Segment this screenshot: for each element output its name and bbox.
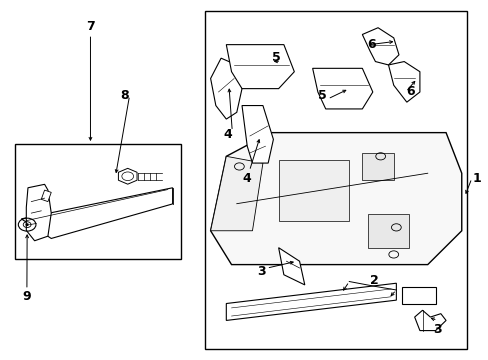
Polygon shape: [210, 156, 263, 231]
Text: 6: 6: [366, 39, 375, 51]
Polygon shape: [362, 28, 398, 65]
Polygon shape: [278, 248, 304, 285]
Polygon shape: [362, 153, 393, 180]
Polygon shape: [414, 310, 445, 330]
Text: 3: 3: [432, 323, 441, 336]
Polygon shape: [278, 160, 348, 221]
Polygon shape: [41, 190, 51, 202]
Text: 9: 9: [22, 291, 31, 303]
Polygon shape: [226, 45, 294, 89]
Text: 2: 2: [369, 274, 378, 287]
Text: 4: 4: [242, 172, 251, 185]
Text: 7: 7: [86, 21, 95, 33]
Text: 5: 5: [318, 89, 326, 102]
Polygon shape: [210, 58, 242, 119]
Polygon shape: [312, 68, 372, 109]
Text: 3: 3: [257, 265, 265, 278]
Polygon shape: [210, 132, 461, 265]
Bar: [15, 144, 181, 259]
Text: 6: 6: [406, 85, 414, 98]
Polygon shape: [21, 188, 172, 238]
Text: 5: 5: [271, 51, 280, 64]
Text: 1: 1: [471, 172, 480, 185]
Polygon shape: [118, 168, 137, 184]
Circle shape: [26, 224, 28, 225]
Polygon shape: [26, 184, 51, 241]
Polygon shape: [226, 283, 396, 320]
Polygon shape: [387, 62, 419, 102]
Polygon shape: [242, 105, 273, 163]
Polygon shape: [401, 287, 435, 303]
Polygon shape: [367, 214, 408, 248]
Text: 4: 4: [223, 129, 231, 141]
Bar: [205, 11, 466, 349]
Text: 8: 8: [120, 89, 129, 102]
